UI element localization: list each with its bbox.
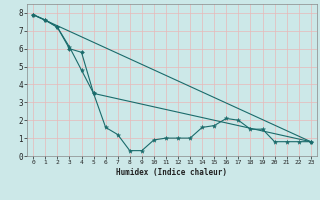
X-axis label: Humidex (Indice chaleur): Humidex (Indice chaleur) bbox=[116, 168, 228, 177]
